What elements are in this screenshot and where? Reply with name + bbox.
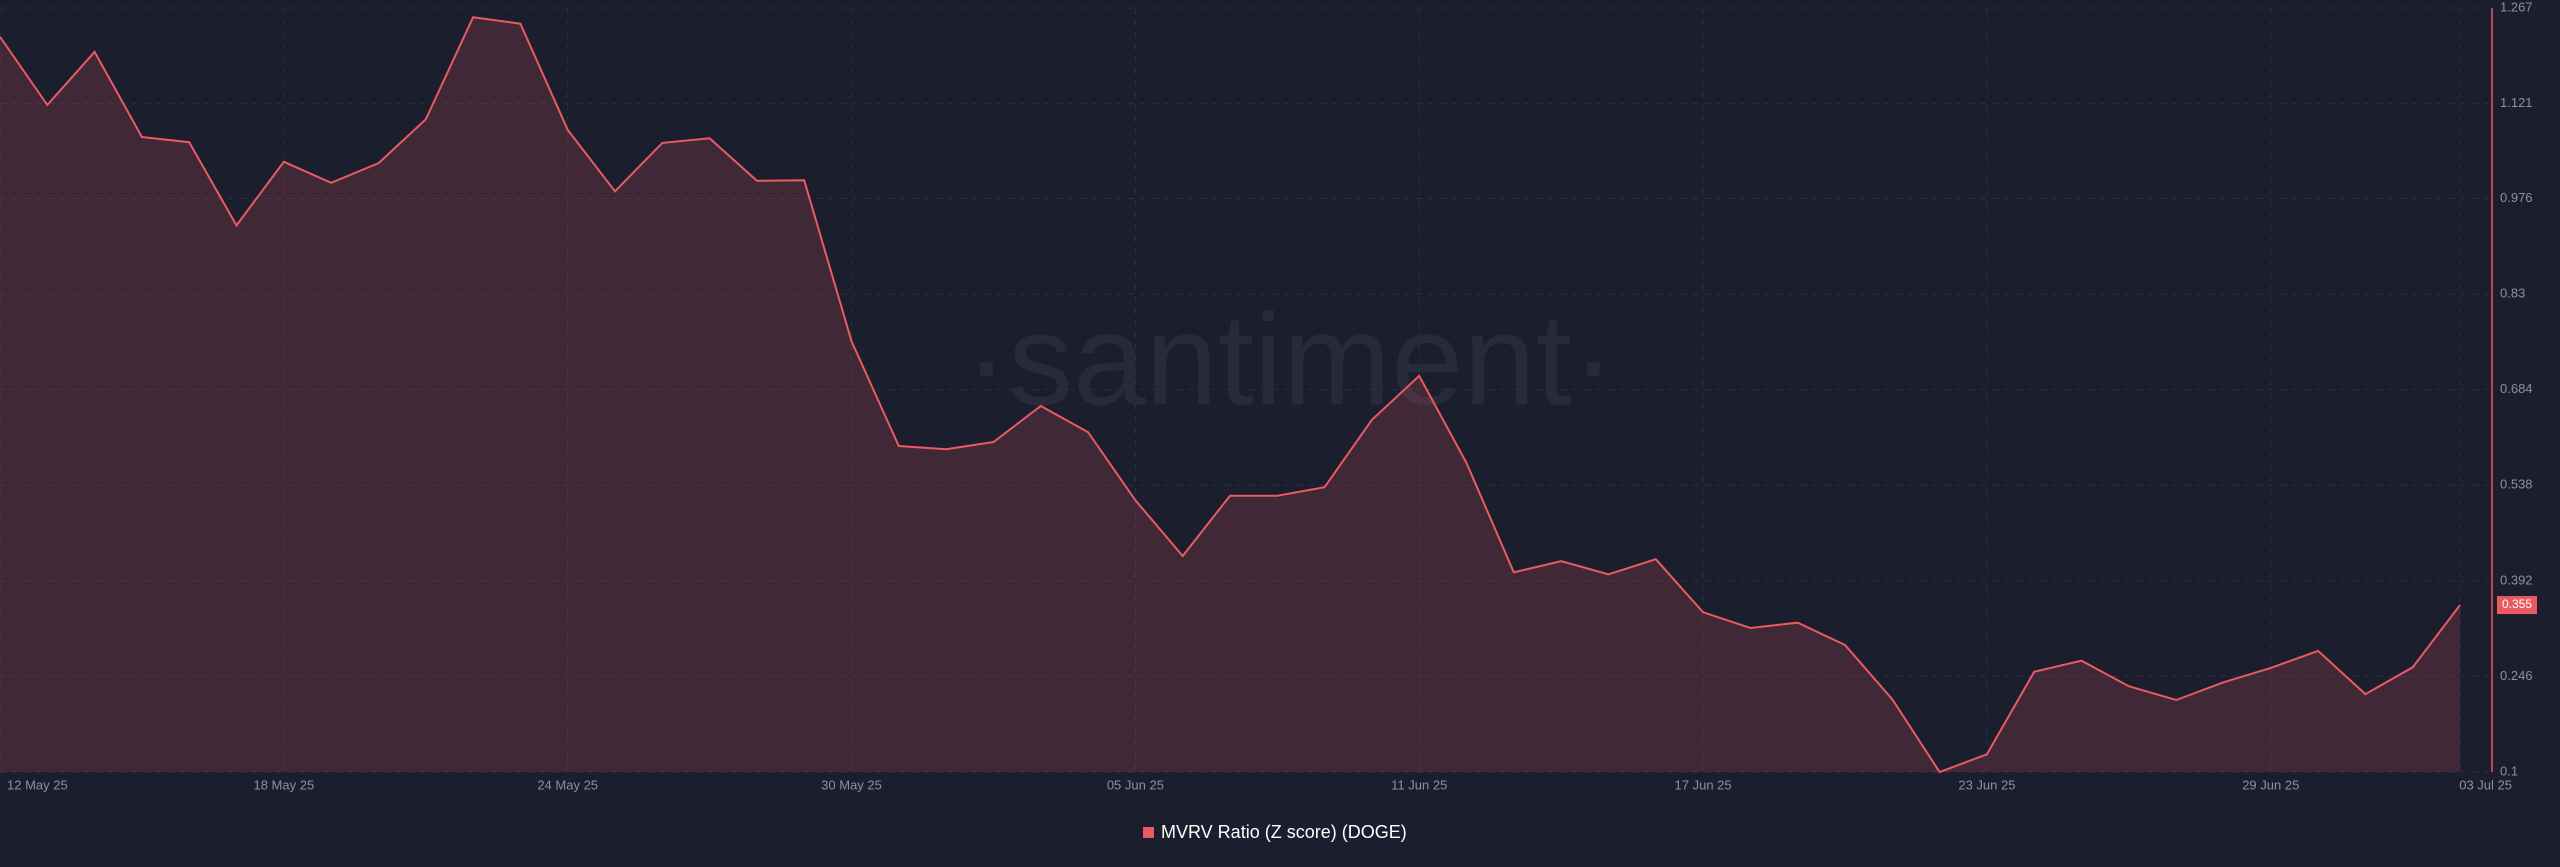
watermark: ·santiment· <box>965 286 1615 432</box>
last-value-badge <box>2497 596 2537 615</box>
y-tick-label: 0.246 <box>2500 668 2533 683</box>
legend-swatch <box>1143 827 1154 838</box>
y-tick-label: 1.121 <box>2500 95 2533 110</box>
line <box>0 16 2461 774</box>
x-tick-label: 23 Jun 25 <box>1958 777 2015 792</box>
y-tick-label: 0.1 <box>2500 763 2518 778</box>
y-tick-label: 0.684 <box>2500 381 2533 396</box>
y-tick-label: 0.83 <box>2500 286 2525 301</box>
legend-label: MVRV Ratio (Z score) (DOGE) <box>1161 822 1407 842</box>
y-tick-label: 1.267 <box>2500 0 2533 14</box>
x-tick-label: 30 May 25 <box>821 777 882 792</box>
x-tick-label: 18 May 25 <box>253 777 314 792</box>
y-tick-label: 0.392 <box>2500 572 2533 587</box>
last-value-label: 0.355 <box>2502 597 2532 611</box>
x-tick-label: 17 Jun 25 <box>1675 777 1732 792</box>
x-tick-label: 12 May 25 <box>7 777 68 792</box>
x-tick-label: 03 Jul 25 <box>2459 777 2512 792</box>
x-tick-label: 11 Jun 25 <box>1391 777 1447 792</box>
x-tick-label: 29 Jun 25 <box>2242 777 2299 792</box>
y-tick-label: 0.538 <box>2500 477 2533 492</box>
area <box>0 17 2460 772</box>
x-tick-label: 05 Jun 25 <box>1107 777 1164 792</box>
y-tick-label: 0.976 <box>2500 190 2533 205</box>
x-tick-label: 24 May 25 <box>537 777 598 792</box>
